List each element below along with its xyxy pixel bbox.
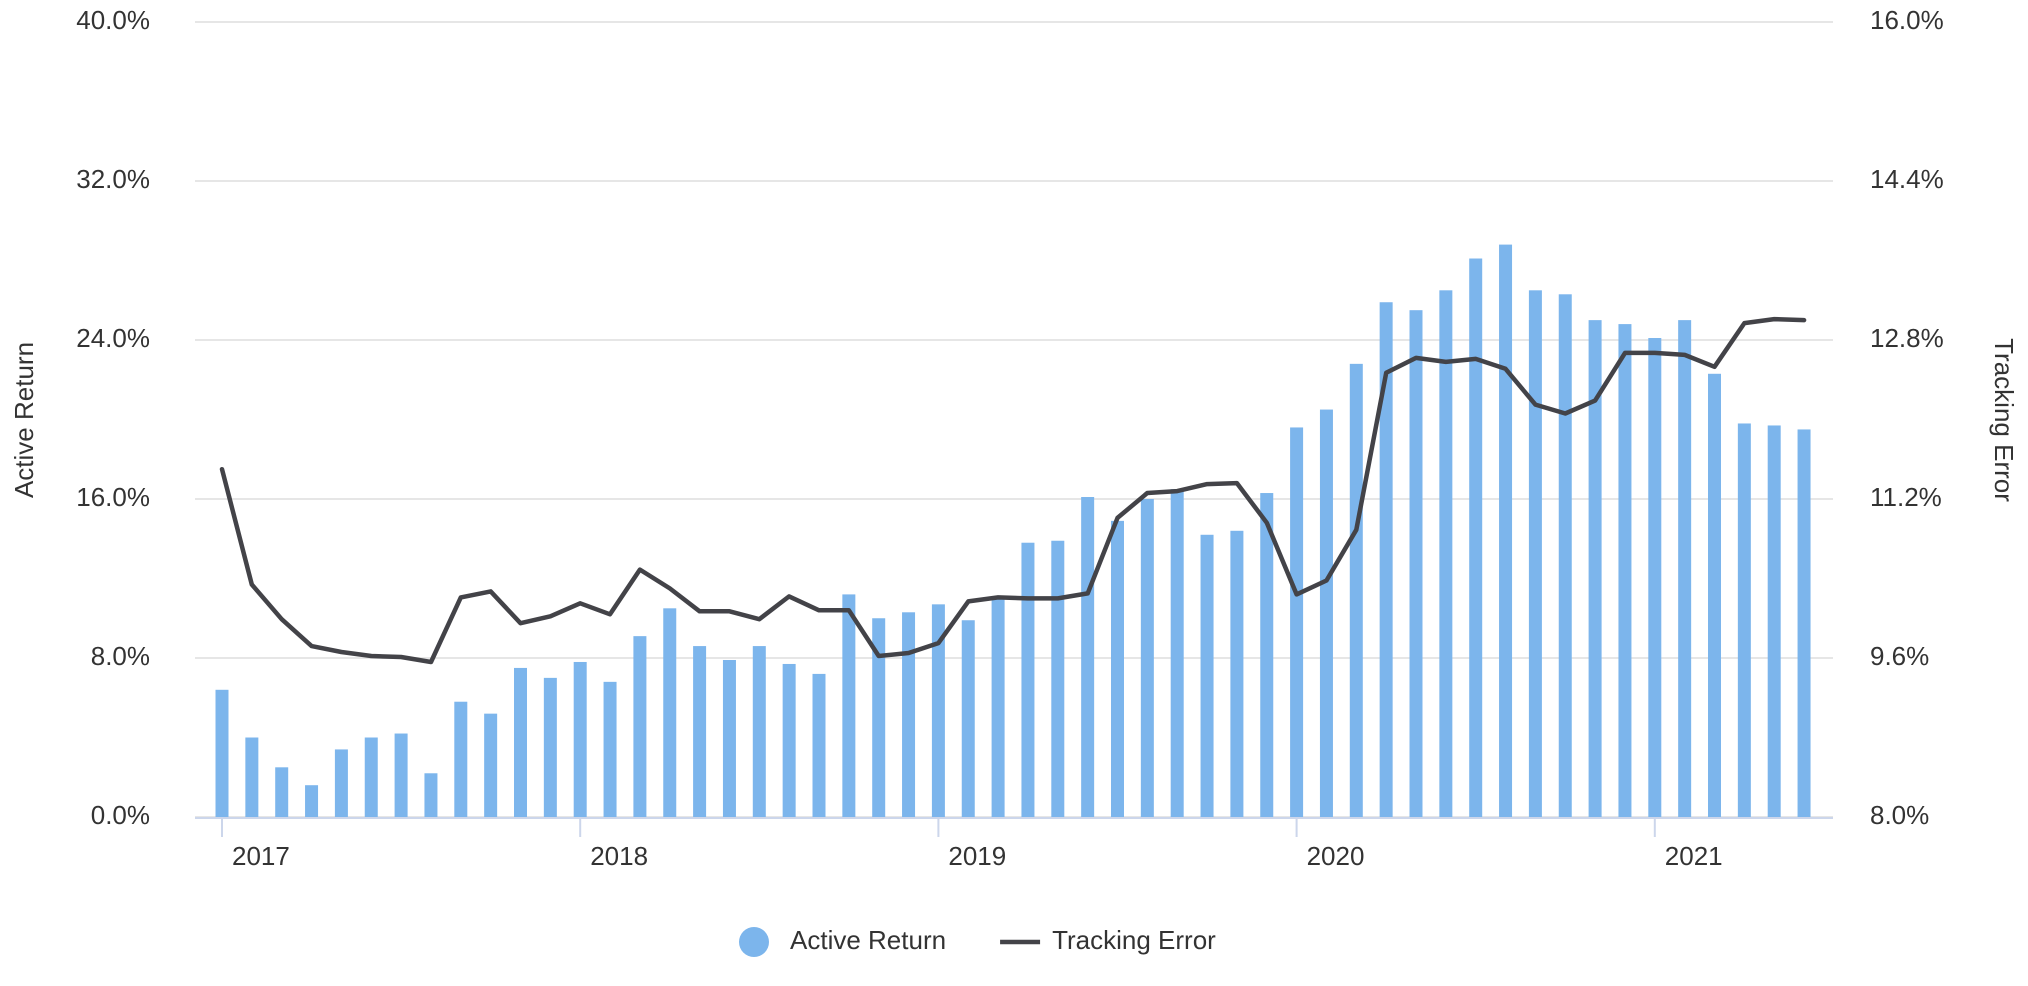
line	[219, 316, 1807, 665]
bar	[633, 636, 647, 817]
bar	[1260, 493, 1274, 817]
bar	[872, 618, 886, 817]
bar	[364, 737, 378, 817]
bar	[334, 749, 348, 817]
x-tick-label: 2019	[948, 841, 1006, 871]
bar	[1111, 520, 1124, 817]
y2-tick-label: 11.2%	[1870, 482, 1942, 512]
bar	[424, 773, 438, 817]
bar	[1021, 542, 1035, 817]
bar	[752, 646, 766, 817]
legend-marker	[739, 927, 769, 957]
bar	[1319, 409, 1333, 817]
bar	[1588, 320, 1602, 817]
bar	[1200, 534, 1214, 817]
x-tick-label: 2020	[1307, 841, 1365, 871]
bar	[782, 663, 796, 817]
bar	[931, 604, 945, 817]
bar	[722, 659, 736, 817]
bar	[1797, 429, 1811, 817]
bar	[1678, 320, 1692, 817]
x-tick-label: 2021	[1665, 841, 1723, 871]
bar	[603, 681, 617, 817]
bar	[1081, 497, 1095, 817]
bar	[215, 689, 229, 817]
bar	[991, 598, 1005, 817]
y-axis-title: Active Return	[9, 342, 39, 498]
bar	[842, 594, 856, 817]
legend-label: Tracking Error	[1052, 925, 1216, 955]
legend-label: Active Return	[790, 925, 946, 955]
bar	[275, 767, 289, 817]
bar	[1558, 294, 1572, 818]
bar	[1140, 499, 1154, 817]
y2-tick-label: 9.6%	[1870, 641, 1929, 671]
bar	[543, 677, 557, 817]
y-tick-label: 32.0%	[76, 164, 150, 194]
bar	[1499, 244, 1513, 818]
bar	[1379, 302, 1393, 817]
bar	[812, 673, 826, 817]
bar	[1767, 425, 1781, 817]
y-tick-label: 16.0%	[76, 482, 150, 512]
bar	[454, 701, 468, 817]
bar	[1170, 489, 1184, 817]
bar	[1051, 540, 1065, 817]
bar	[1230, 530, 1244, 817]
bar	[1648, 338, 1662, 817]
bar	[1349, 363, 1363, 817]
y-tick-label: 0.0%	[91, 800, 150, 830]
bar	[305, 785, 319, 817]
bar	[1708, 373, 1721, 817]
y-tick-label: 24.0%	[76, 323, 150, 353]
x-tick-label: 2018	[590, 841, 648, 871]
bar	[1469, 258, 1483, 817]
bar	[514, 667, 527, 817]
bar	[573, 661, 587, 817]
bar	[245, 737, 259, 817]
y2-tick-label: 14.4%	[1870, 164, 1944, 194]
y-tick-label: 8.0%	[91, 641, 150, 671]
x-tick-label: 2017	[232, 841, 290, 871]
bar	[693, 646, 707, 817]
y2-axis-title: Tracking Error	[1989, 338, 2019, 502]
bar	[1737, 423, 1751, 817]
bar	[1290, 427, 1304, 817]
y2-tick-label: 12.8%	[1870, 323, 1944, 353]
bar	[1528, 290, 1542, 817]
y-tick-label: 40.0%	[76, 5, 150, 35]
bar	[902, 612, 916, 817]
bar	[484, 713, 498, 817]
bar	[961, 620, 975, 817]
bar	[394, 733, 408, 817]
y2-tick-label: 8.0%	[1870, 800, 1929, 830]
bar	[663, 608, 677, 817]
bar	[1618, 324, 1632, 817]
bar	[1439, 290, 1453, 817]
bar	[1409, 310, 1423, 817]
y2-tick-label: 16.0%	[1870, 5, 1944, 35]
